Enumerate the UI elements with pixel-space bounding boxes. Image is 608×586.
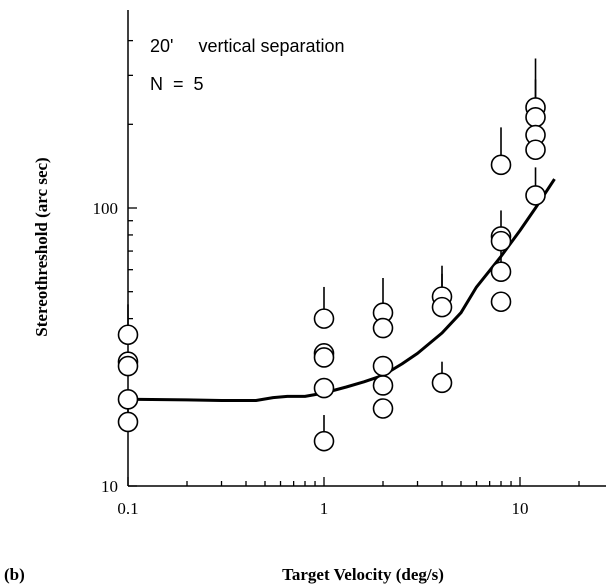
data-point — [117, 355, 139, 377]
data-point — [431, 372, 453, 394]
data-point — [525, 185, 546, 206]
data-point — [490, 154, 512, 176]
fit-curve-group — [127, 178, 556, 402]
data-points-group — [117, 58, 546, 452]
data-point — [117, 389, 139, 410]
data-point — [313, 308, 335, 329]
x-tick-label: 1 — [320, 499, 329, 518]
data-point — [372, 375, 394, 396]
data-point — [525, 139, 546, 161]
data-point — [117, 411, 139, 433]
annotation-n: N = 5 — [150, 74, 204, 94]
data-point — [525, 106, 546, 128]
data-point — [372, 355, 394, 377]
y-tick-label: 10 — [101, 477, 118, 496]
panel-label: (b) — [4, 565, 25, 584]
y-axis-title: Stereothreshold (arc sec) — [32, 157, 51, 336]
data-point — [490, 230, 512, 252]
data-point — [490, 261, 512, 283]
labels-group: 0.1 1 10 10 100 — [93, 199, 529, 518]
x-tick-label: 10 — [512, 499, 529, 518]
data-point — [313, 347, 335, 368]
data-point — [313, 377, 335, 399]
data-point — [431, 296, 453, 318]
data-point — [117, 324, 139, 346]
data-point — [313, 430, 335, 452]
fit-curve — [127, 178, 556, 402]
data-point — [490, 291, 512, 313]
y-tick-label: 100 — [93, 199, 119, 218]
x-axis-title: Target Velocity (deg/s) — [282, 565, 444, 584]
x-tick-label: 0.1 — [117, 499, 138, 518]
data-point — [372, 398, 394, 419]
annotation-separation: 20' vertical separation — [150, 36, 345, 56]
data-point — [372, 317, 394, 339]
